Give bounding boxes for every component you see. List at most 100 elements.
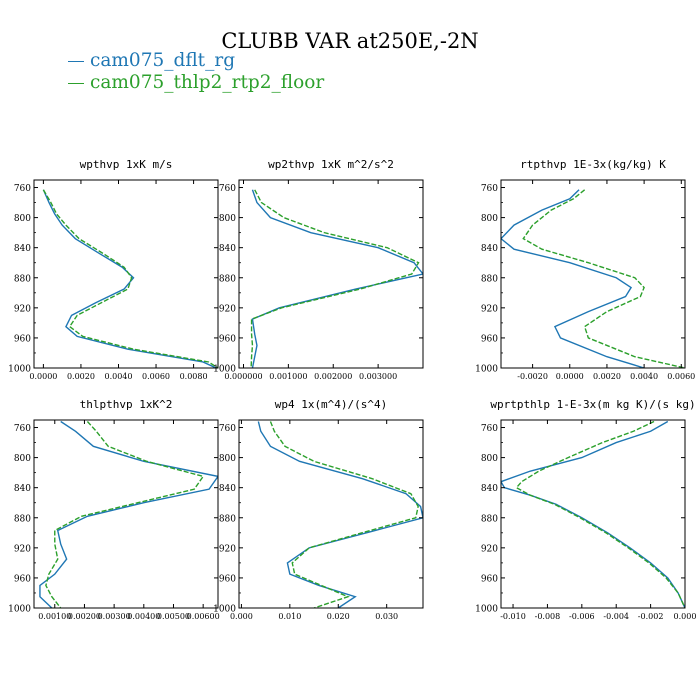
y-tick-label: 960: [219, 574, 236, 584]
x-tick-label: 0.00400: [127, 612, 160, 621]
panel-title: thlpthvp 1xK^2: [80, 398, 173, 411]
legend-label: cam075_dflt_rg: [90, 50, 236, 71]
y-tick-label: 840: [14, 484, 31, 494]
x-tick-label: 0.003000: [359, 372, 397, 381]
chart-panel: rtpthvp 1E-3x(kg/kg) K 760 800 840 880 920 960…: [475, 158, 695, 381]
series-line: [515, 420, 685, 608]
y-tick-label: 880: [14, 514, 31, 524]
x-tick-label: 0.00200: [68, 612, 101, 621]
x-tick-label: 0.0020: [67, 372, 95, 381]
x-tick-label: 0.00100: [38, 612, 71, 621]
y-tick-label: 880: [219, 274, 236, 284]
series-line: [39, 420, 218, 608]
x-tick-label: 0.001000: [269, 372, 307, 381]
y-tick-label: 760: [481, 184, 498, 194]
y-tick-label: 960: [219, 334, 236, 344]
y-tick-label: 1000: [213, 605, 236, 615]
y-tick-label: 760: [14, 184, 31, 194]
legend-line-icon: [68, 60, 84, 62]
plot-frame: [33, 179, 219, 369]
series-line: [42, 189, 218, 368]
y-tick-label: 960: [481, 334, 498, 344]
series-line: [257, 421, 423, 608]
y-tick-label: 960: [14, 334, 31, 344]
panel-title: rtpthvp 1E-3x(kg/kg) K: [520, 158, 666, 171]
x-tick-label: 0.0000: [29, 372, 57, 381]
plot-frame: [238, 419, 424, 609]
y-tick-label: 960: [481, 574, 498, 584]
y-tick-label: 840: [219, 244, 236, 254]
x-tick-label: 0.00300: [98, 612, 131, 621]
chart-panel: wpthvp 1xK m/s76080084088092096010000.00…: [8, 158, 219, 381]
x-tick-label: 0.000000: [224, 372, 262, 381]
x-tick-label: 0.020: [327, 612, 350, 621]
y-tick-label: 920: [481, 304, 498, 314]
chart-panel: wp4 1x(m^4)/(s^4)76080084088092096010000…: [213, 398, 424, 621]
x-tick-label: -0.004: [603, 612, 629, 621]
x-tick-label: 0.0020: [593, 372, 621, 381]
series-line: [501, 189, 645, 368]
x-tick-label: 0.000: [230, 612, 253, 621]
legend-label: cam075_thlp2_rtp2_floor: [90, 72, 325, 93]
x-tick-label: 0.002000: [314, 372, 352, 381]
y-tick-label: 760: [14, 424, 31, 434]
y-tick-label: 920: [219, 544, 236, 554]
y-tick-label: 840: [14, 244, 31, 254]
panel-title: wpthvp 1xK m/s: [80, 158, 173, 171]
y-tick-label: 1000: [475, 605, 498, 615]
y-tick-label: 1000: [475, 365, 498, 375]
y-tick-label: 880: [481, 274, 498, 284]
y-tick-label: 1000: [8, 365, 31, 375]
legend-entry-floor: cam075_thlp2_rtp2_floor: [68, 72, 324, 93]
y-tick-label: 760: [481, 424, 498, 434]
y-tick-label: 880: [14, 274, 31, 284]
series-line: [45, 421, 205, 608]
y-tick-label: 800: [14, 454, 31, 464]
y-tick-label: 800: [481, 214, 498, 224]
x-tick-label: 0.0060: [667, 372, 695, 381]
y-tick-label: 960: [14, 574, 31, 584]
series-line: [42, 189, 217, 368]
y-tick-label: 1000: [213, 365, 236, 375]
y-tick-label: 840: [481, 484, 498, 494]
y-tick-label: 800: [14, 214, 31, 224]
y-tick-label: 760: [219, 424, 236, 434]
plot-frame: [500, 179, 686, 369]
y-tick-label: 1000: [8, 605, 31, 615]
x-tick-label: -0.010: [500, 612, 526, 621]
x-tick-label: 0.000: [674, 612, 697, 621]
plot-frame: [238, 179, 424, 369]
y-tick-label: 840: [219, 484, 236, 494]
x-tick-label: 0.0080: [180, 372, 208, 381]
chart-panel: thlpthvp 1xK^2 760 800 840 880 920 960 1000 0.00…: [8, 398, 220, 621]
y-tick-label: 840: [481, 244, 498, 254]
x-tick-label: 0.030: [375, 612, 398, 621]
legend-entry-dflt: cam075_dflt_rg: [68, 50, 235, 71]
series-line: [251, 189, 423, 368]
x-tick-label: -0.0020: [517, 372, 548, 381]
plot-frame: [33, 419, 219, 609]
series-line: [522, 189, 685, 368]
panel-title: wp4 1x(m^4)/(s^4): [275, 398, 388, 411]
series-line: [250, 189, 420, 368]
x-tick-label: -0.006: [569, 612, 595, 621]
plot-frame: [500, 419, 686, 609]
chart-panel: wprtpthlp 1-E-3x(m kg K)/(s kg) 760 800 840…: [475, 398, 696, 621]
y-tick-label: 800: [219, 214, 236, 224]
chart-panel: wp2thvp 1xK m^2/s^2 760 800 840 880 920 960 100…: [213, 158, 424, 381]
y-tick-label: 920: [14, 544, 31, 554]
x-tick-label: 0.0040: [630, 372, 658, 381]
y-tick-label: 800: [481, 454, 498, 464]
x-tick-label: 0.00600: [187, 612, 220, 621]
x-tick-label: 0.010: [278, 612, 301, 621]
y-tick-label: 760: [219, 184, 236, 194]
panel-title: wprtpthlp 1-E-3x(m kg K)/(s kg): [490, 398, 695, 411]
x-tick-label: 0.0040: [104, 372, 132, 381]
figure-title: CLUBB VAR at250E,-2N: [221, 29, 479, 53]
y-tick-label: 880: [219, 514, 236, 524]
series-line: [501, 420, 685, 608]
x-tick-label: 0.00500: [157, 612, 190, 621]
y-tick-label: 920: [219, 304, 236, 314]
x-tick-label: -0.008: [535, 612, 561, 621]
